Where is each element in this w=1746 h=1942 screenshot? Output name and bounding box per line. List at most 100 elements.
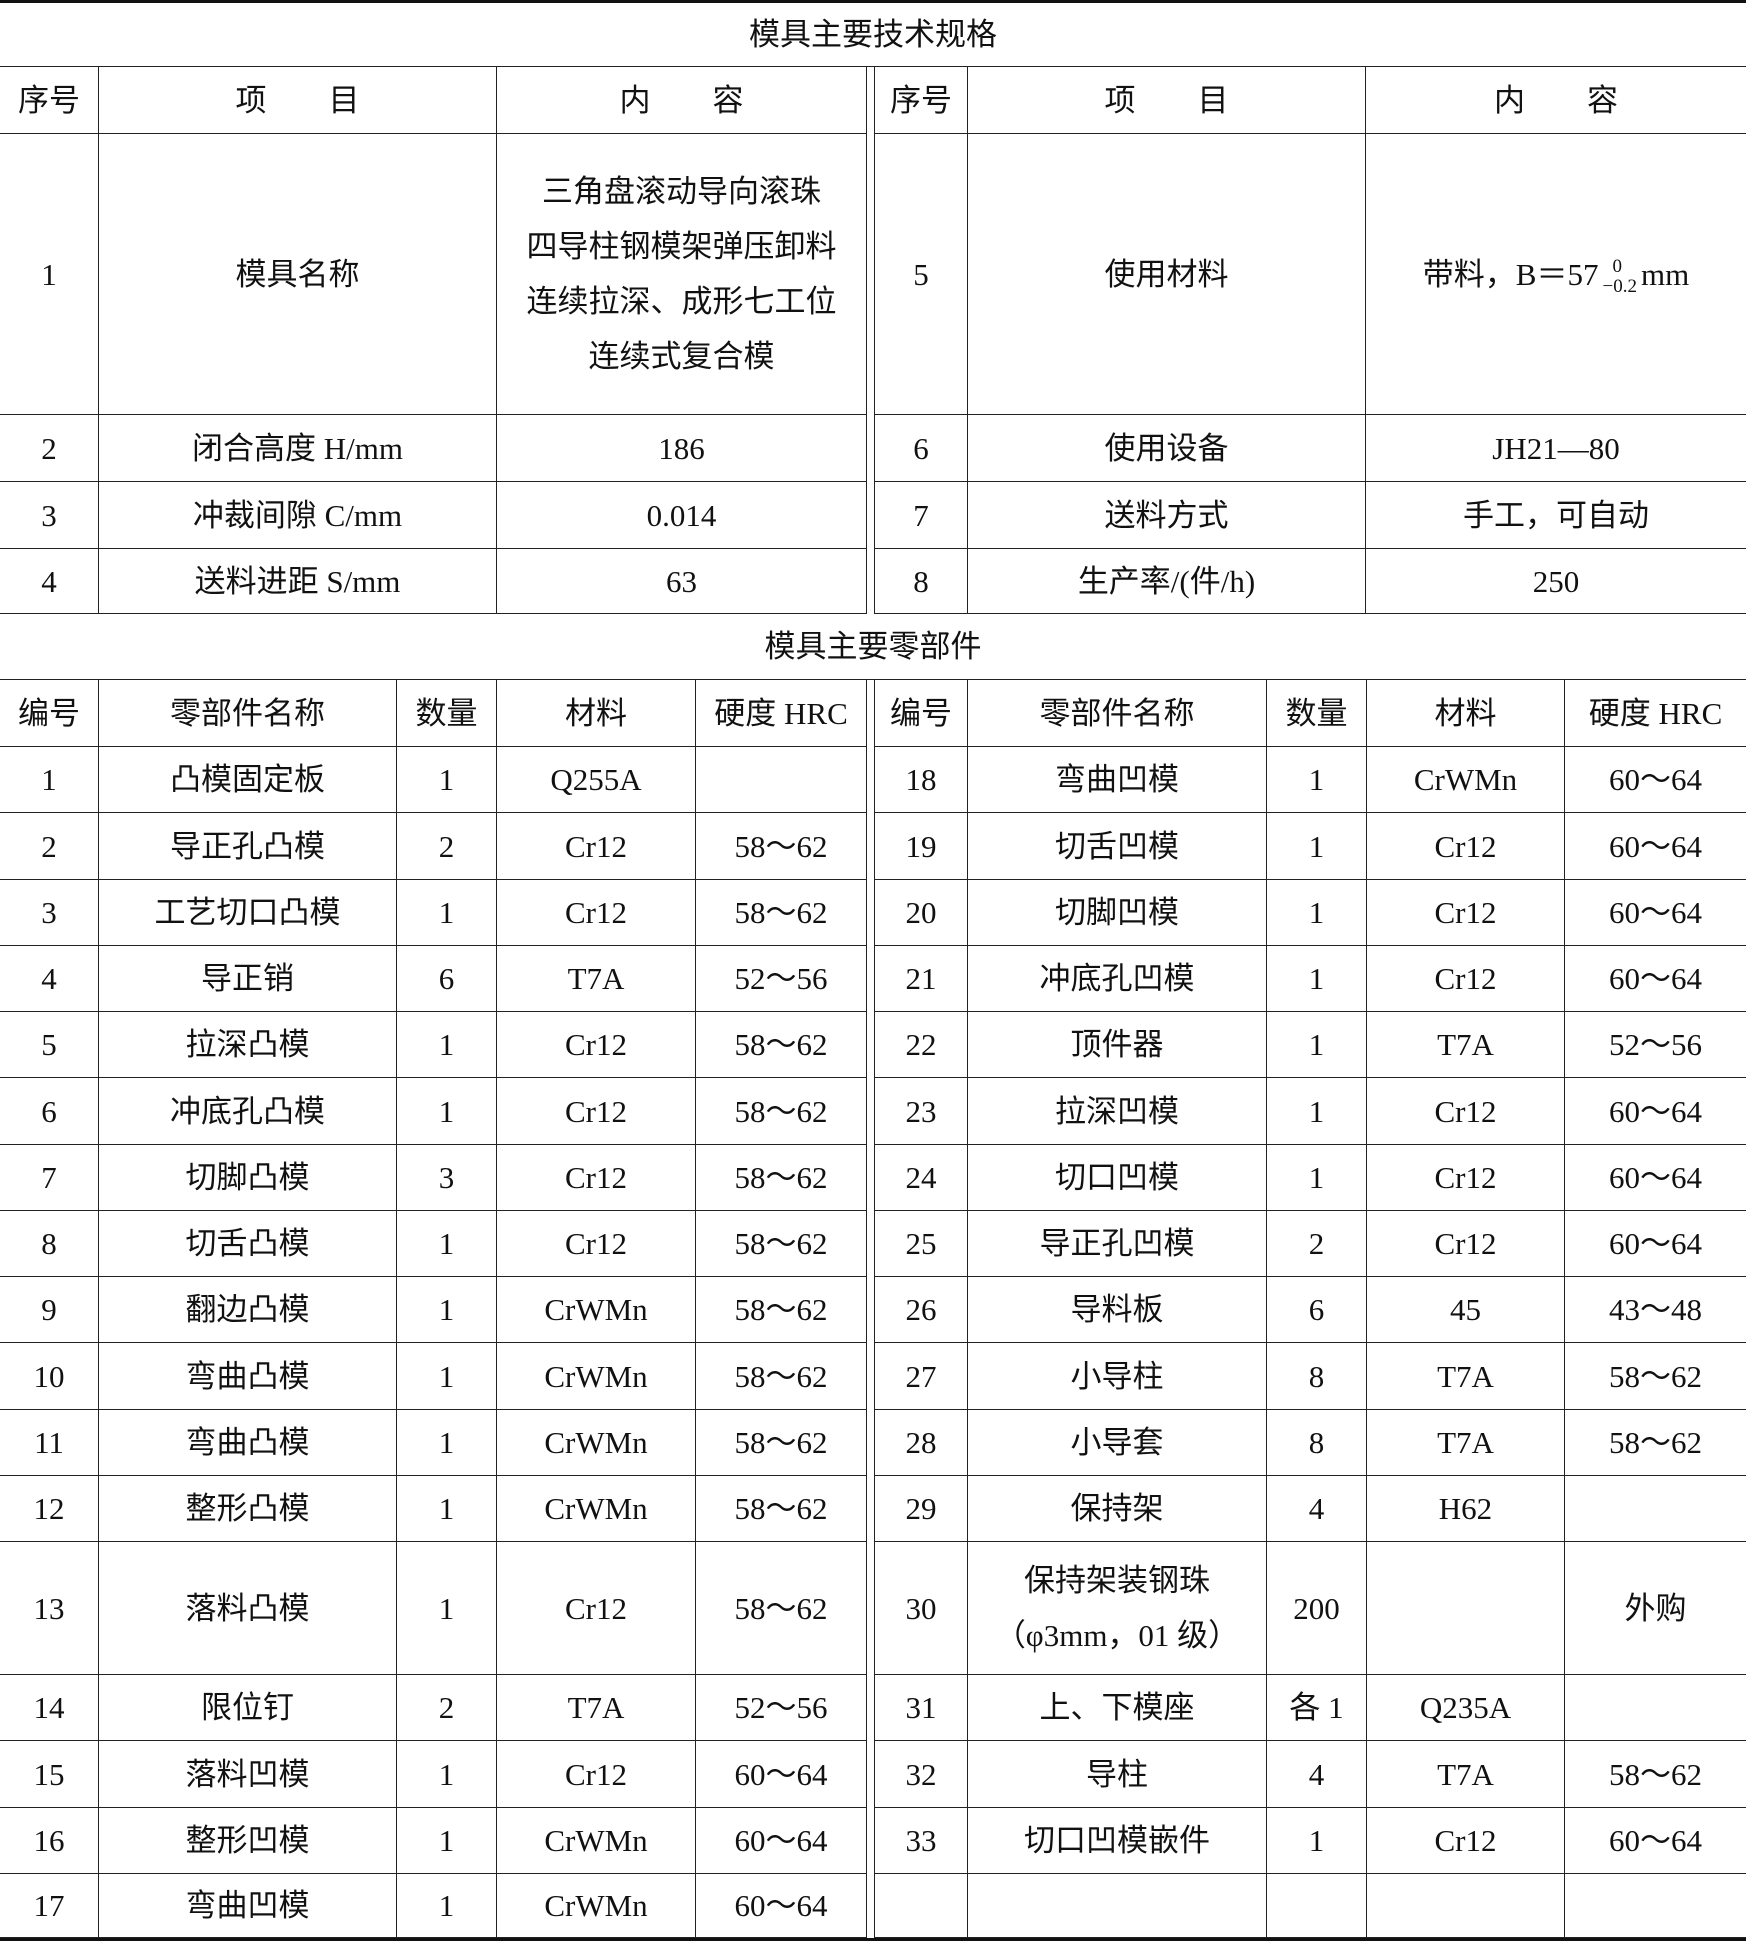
table-cell: 弯曲凸模	[99, 1410, 397, 1476]
header-cell: 项 目	[968, 67, 1366, 134]
cell-text: CrWMn	[1413, 762, 1518, 797]
table-cell: 1	[397, 1211, 497, 1277]
table-cell: 60～64	[696, 1741, 867, 1808]
cell-text: 8	[913, 563, 929, 599]
cell-text: T7A	[1437, 1027, 1494, 1062]
cell-text: CrWMn	[544, 1491, 648, 1526]
cell-text: 各 1	[1289, 1690, 1344, 1725]
table-cell: 63	[497, 549, 867, 614]
cell-text: 2	[1308, 1226, 1325, 1261]
cell-text: 1	[1308, 1093, 1325, 1129]
cell-text: 15	[33, 1756, 65, 1792]
cell-text: 弯曲凹模	[185, 1888, 310, 1923]
cell-text: 导正孔凸模	[170, 828, 325, 864]
table-cell: 1	[1267, 1808, 1367, 1874]
table-cell: T7A	[1367, 1741, 1565, 1808]
table-cell: CrWMn	[497, 1808, 696, 1874]
table-cell: 冲底孔凸模	[99, 1078, 397, 1145]
cell-text: 限位钉	[201, 1690, 294, 1725]
cell-text: 1	[438, 1491, 455, 1526]
cell-text: 3	[41, 497, 57, 533]
cell-text: 材料	[1434, 695, 1497, 731]
table-cell: T7A	[497, 1675, 696, 1741]
cell-line: 带料，B＝57 0 −0.2 mm	[1423, 247, 1689, 302]
table-cell: 12	[0, 1476, 99, 1542]
table-cell: T7A	[1367, 1012, 1565, 1078]
header-cell: 序号	[874, 67, 968, 134]
table-cell: Q255A	[497, 747, 696, 813]
header-cell: 序号	[0, 67, 99, 134]
table-cell: 1	[1267, 747, 1367, 813]
section-title: 模具主要技术规格	[0, 3, 1746, 67]
table-cell: 27	[874, 1343, 968, 1410]
table-cell: CrWMn	[497, 1476, 696, 1542]
cell-text: 拉深凸模	[185, 1027, 310, 1062]
table-cell: Cr12	[497, 1078, 696, 1145]
table-cell: T7A	[1367, 1343, 1565, 1410]
cell-text: 1	[438, 895, 455, 930]
cell-text: 25	[905, 1226, 937, 1261]
cell-text: T7A	[1437, 1756, 1494, 1792]
cell-text: 上、下模座	[1039, 1690, 1195, 1725]
table-cell: 18	[874, 747, 968, 813]
table-cell: 小导套	[968, 1410, 1267, 1476]
cell-text: 4	[1308, 1491, 1325, 1526]
table-cell: 19	[874, 813, 968, 880]
table-cell: 拉深凸模	[99, 1012, 397, 1078]
table-cell: 60～64	[1565, 1078, 1746, 1145]
cell-text: 60～64	[1609, 895, 1702, 930]
table-cell	[968, 1874, 1267, 1938]
table-cell: 58～62	[696, 1542, 867, 1675]
table-cell: Cr12	[1367, 946, 1565, 1012]
cell-text: 4	[41, 961, 57, 996]
cell-text: 1	[438, 1358, 455, 1394]
table-cell: 2	[397, 1675, 497, 1741]
cell-text: 1	[438, 1590, 455, 1626]
table-cell: 4	[0, 549, 99, 614]
table-cell: 切脚凹模	[968, 880, 1267, 946]
table-cell: 切脚凸模	[99, 1145, 397, 1211]
cell-text: Cr12	[1434, 1160, 1497, 1195]
cell-text: 1	[438, 1292, 455, 1327]
header-cell: 内 容	[1366, 67, 1746, 134]
cell-text: 32	[905, 1756, 937, 1792]
table-cell	[1267, 1874, 1367, 1938]
table-cell: 30	[874, 1542, 968, 1675]
cell-text: 52～56	[1609, 1027, 1702, 1062]
table-cell: T7A	[497, 946, 696, 1012]
table-cell: 闭合高度 H/mm	[99, 415, 497, 482]
cell-text: 翻边凸模	[185, 1292, 310, 1327]
table-cell: 6	[397, 946, 497, 1012]
cell-text: 58～62	[1609, 1425, 1702, 1460]
cell-text: 1	[438, 762, 455, 797]
cell-text: 1	[1308, 895, 1325, 930]
table-cell: CrWMn	[497, 1277, 696, 1343]
table-cell: CrWMn	[497, 1410, 696, 1476]
table-cell: 60～64	[696, 1874, 867, 1938]
table-cell: 8	[0, 1211, 99, 1277]
table-cell: 落料凸模	[99, 1542, 397, 1675]
table-cell: 3	[397, 1145, 497, 1211]
table-cell: 58～62	[696, 1410, 867, 1476]
cell-text: 58～62	[734, 1358, 828, 1394]
cell-text: 4	[41, 563, 57, 599]
table-cell: Cr12	[497, 813, 696, 880]
table-cell: 52～56	[1565, 1012, 1746, 1078]
table-cell: Cr12	[1367, 1078, 1565, 1145]
table-cell: 60～64	[1565, 880, 1746, 946]
table-cell: 60～64	[1565, 1145, 1746, 1211]
cell-text: 闭合高度 H/mm	[192, 430, 403, 466]
header-cell: 零部件名称	[99, 680, 397, 747]
header-cell: 编号	[0, 680, 99, 747]
cell-text: 切脚凹模	[1055, 895, 1179, 930]
cell-text: 43～48	[1609, 1292, 1702, 1327]
cell-text: 小导柱	[1070, 1358, 1164, 1394]
cell-text: 整形凸模	[185, 1491, 310, 1526]
table-cell: 16	[0, 1808, 99, 1874]
cell-text: 58～62	[734, 895, 828, 930]
table-cell: T7A	[1367, 1410, 1565, 1476]
table-cell: 1	[397, 1476, 497, 1542]
cell-text: 17	[33, 1888, 65, 1923]
cell-text: 52～56	[734, 961, 828, 996]
table-cell: 各 1	[1267, 1675, 1367, 1741]
